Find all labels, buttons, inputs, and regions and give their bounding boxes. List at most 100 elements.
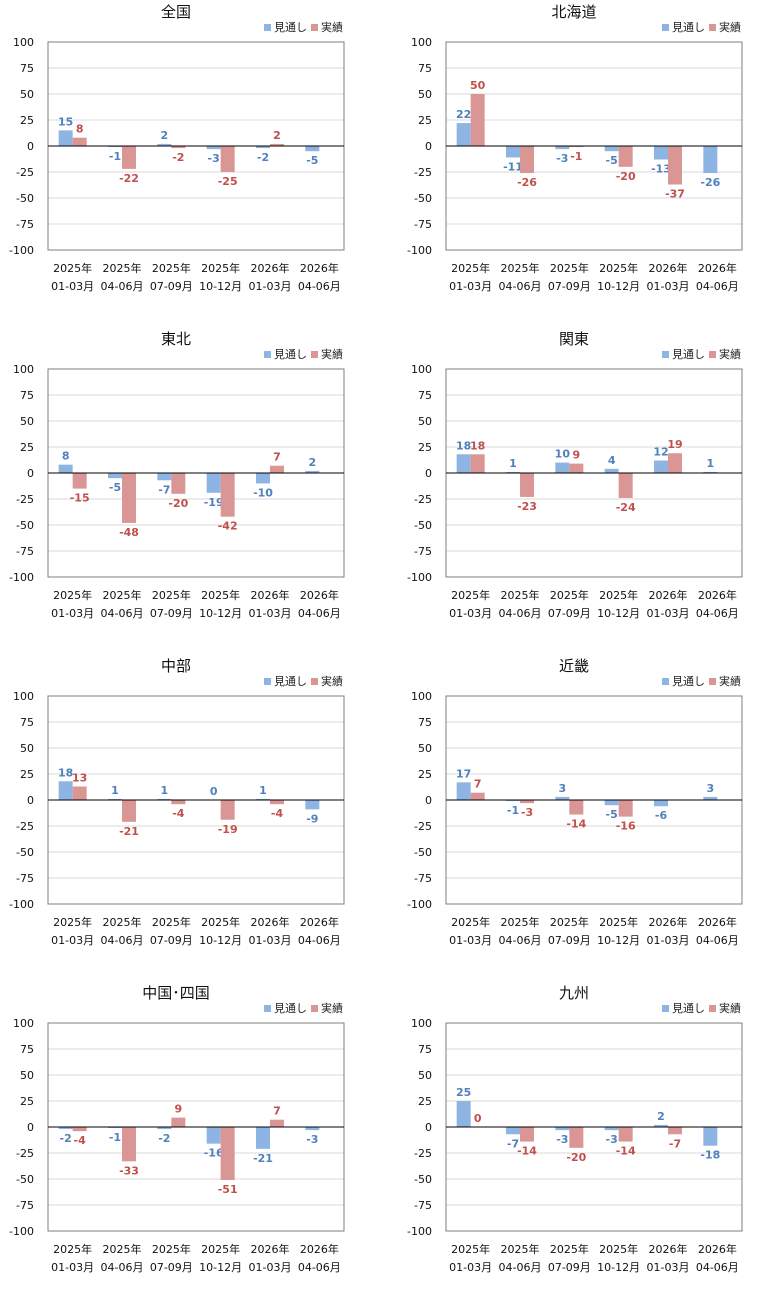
x-tick-label: 2025年 <box>501 261 540 275</box>
legend-label-forecast: 見通し <box>672 675 705 688</box>
data-label-actual: -4 <box>271 807 284 820</box>
bar-forecast <box>604 1127 619 1131</box>
x-tick-label: 2026年 <box>698 915 737 929</box>
y-tick-label: -25 <box>16 166 34 179</box>
bar-actual <box>220 1127 235 1181</box>
data-label-forecast: 4 <box>608 454 616 467</box>
legend-swatch-actual <box>709 24 716 31</box>
y-tick-label: 50 <box>418 415 432 428</box>
y-tick-label: -50 <box>414 846 432 859</box>
bar-forecast <box>555 1127 570 1131</box>
x-tick-label: 2026年 <box>251 915 290 929</box>
x-tick-label: 2026年 <box>649 1242 688 1256</box>
y-tick-label: -25 <box>414 820 432 833</box>
data-label-actual: 7 <box>273 451 281 464</box>
y-tick-label: 25 <box>418 1095 432 1108</box>
x-tick-label: 2025年 <box>599 261 638 275</box>
data-label-actual: -20 <box>168 497 188 510</box>
data-label-actual: -16 <box>616 820 636 833</box>
y-tick-label: 0 <box>425 140 432 153</box>
x-tick-label: 04-06月 <box>696 607 739 620</box>
y-tick-label: 25 <box>20 768 34 781</box>
x-tick-label: 2025年 <box>501 915 540 929</box>
bar-forecast <box>305 146 320 152</box>
y-tick-label: -25 <box>16 1147 34 1160</box>
bar-forecast <box>654 146 668 160</box>
data-label-forecast: -7 <box>507 1137 519 1150</box>
y-tick-label: -75 <box>414 218 432 231</box>
x-tick-label: 2025年 <box>53 588 92 602</box>
data-label-actual: -33 <box>119 1164 139 1177</box>
data-label-actual: -25 <box>218 175 238 188</box>
bar-forecast <box>456 782 471 800</box>
bar-forecast <box>703 146 718 174</box>
bar-forecast <box>506 1127 520 1135</box>
x-tick-label: 2025年 <box>53 261 92 275</box>
data-label-actual: 7 <box>474 778 482 791</box>
y-tick-label: 50 <box>20 415 34 428</box>
bar-forecast <box>157 798 172 800</box>
data-label-actual: -26 <box>517 176 537 189</box>
x-tick-label: 10-12月 <box>199 1261 242 1274</box>
data-label-forecast: 1 <box>509 457 517 470</box>
legend-label-actual: 実績 <box>321 20 343 34</box>
bar-actual <box>270 800 284 805</box>
x-tick-label: 04-06月 <box>499 934 542 947</box>
y-tick-label: -50 <box>414 519 432 532</box>
data-label-actual: -22 <box>119 172 139 185</box>
y-tick-label: 25 <box>20 1095 34 1108</box>
x-tick-label: 01-03月 <box>449 1261 492 1274</box>
y-tick-label: -25 <box>414 493 432 506</box>
y-tick-label: 100 <box>411 1017 432 1030</box>
x-tick-label: 04-06月 <box>696 934 739 947</box>
x-tick-label: 01-03月 <box>249 1261 292 1274</box>
data-label-forecast: -3 <box>606 1133 618 1146</box>
legend-label-actual: 実績 <box>719 1001 741 1015</box>
legend-swatch-forecast <box>264 351 271 358</box>
bar-forecast <box>206 473 221 493</box>
legend: 見通し 実績 <box>662 347 741 361</box>
y-tick-label: 0 <box>425 1121 432 1134</box>
bar-forecast <box>555 146 570 150</box>
y-tick-label: -100 <box>9 244 34 257</box>
x-tick-label: 2025年 <box>152 915 191 929</box>
x-tick-label: 2025年 <box>103 588 142 602</box>
y-tick-label: -100 <box>9 571 34 584</box>
legend: 見通し 実績 <box>264 1001 343 1015</box>
data-label-forecast: 12 <box>653 446 668 459</box>
legend-label-forecast: 見通し <box>274 348 307 361</box>
x-tick-label: 2025年 <box>103 1242 142 1256</box>
x-tick-label: 01-03月 <box>647 607 690 620</box>
x-tick-label: 10-12月 <box>597 1261 640 1274</box>
data-label-actual: -14 <box>517 1145 537 1158</box>
chart-title: 中国･四国 <box>142 984 210 1002</box>
y-tick-label: 100 <box>411 690 432 703</box>
bar-forecast <box>256 146 270 149</box>
y-tick-label: 0 <box>425 467 432 480</box>
x-tick-label: 2025年 <box>201 1242 240 1256</box>
data-label-actual: -20 <box>616 170 636 183</box>
data-label-actual: 13 <box>72 771 87 784</box>
y-tick-label: -50 <box>414 192 432 205</box>
x-tick-label: 2025年 <box>451 261 490 275</box>
y-tick-label: -100 <box>407 1225 432 1238</box>
bar-forecast <box>256 798 270 800</box>
data-label-forecast: -10 <box>253 486 273 499</box>
legend-swatch-actual <box>311 1005 318 1012</box>
y-tick-label: -25 <box>16 820 34 833</box>
data-label-actual: 50 <box>470 79 486 92</box>
x-tick-label: 10-12月 <box>199 280 242 293</box>
bar-actual <box>122 473 136 523</box>
x-tick-label: 01-03月 <box>249 280 292 293</box>
data-label-actual: -4 <box>172 807 185 820</box>
x-tick-label: 2025年 <box>501 1242 540 1256</box>
x-tick-label: 01-03月 <box>647 280 690 293</box>
data-label-actual: -14 <box>616 1145 636 1158</box>
bar-forecast <box>703 796 718 800</box>
y-tick-label: 50 <box>418 88 432 101</box>
legend-label-actual: 実績 <box>321 347 343 361</box>
y-tick-label: 100 <box>411 36 432 49</box>
bar-forecast <box>58 130 73 146</box>
